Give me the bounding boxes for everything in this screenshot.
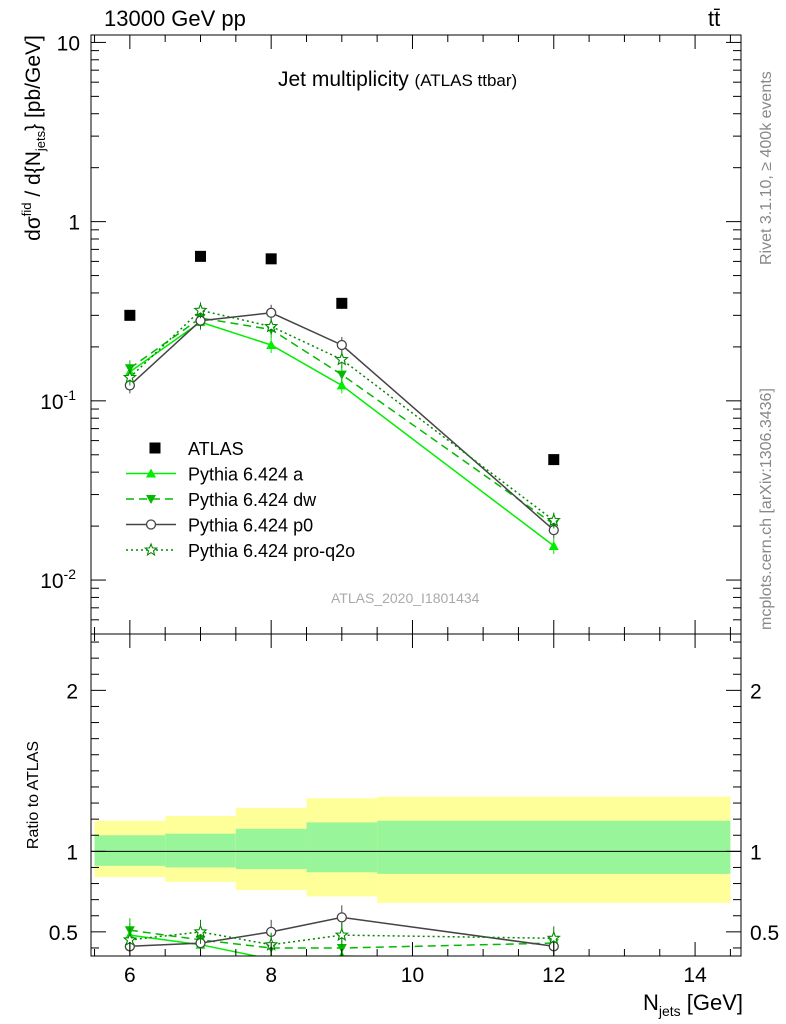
chart-title-main: Jet multiplicity	[278, 68, 409, 91]
ratio-y-axis-title: Ratio to ATLAS	[25, 741, 42, 849]
ratio-point-pythia-6-424-pro-q2o	[334, 927, 349, 942]
ratio-y-tick-label-right: 0.5	[750, 922, 779, 945]
ratio-point-pythia-6-424-pro-q2o	[546, 930, 561, 945]
rivet-label: Rivet 3.1.10, ≥ 400k events	[758, 71, 775, 265]
legend-label-pythia-6-424-pro-q2o: Pythia 6.424 pro-q2o	[188, 541, 355, 561]
legend-label-pythia-6-424-p0: Pythia 6.424 p0	[188, 516, 313, 536]
ratio-bands	[94, 796, 731, 903]
legend-label-atlas: ATLAS	[188, 439, 244, 459]
legend-marker-pythia-6-424-p0	[145, 519, 157, 530]
process-label: tt̄	[708, 6, 721, 31]
x-tick-label: 8	[265, 964, 277, 987]
data-point-atlas	[336, 297, 348, 309]
point-pythia-6-424-pro-q2o	[334, 351, 349, 366]
ratio-y-tick-label-right: 1	[750, 841, 762, 864]
point-pythia-6-424-a	[336, 380, 347, 390]
data-point-atlas	[195, 250, 207, 262]
point-pythia-6-424-pro-q2o	[193, 302, 208, 317]
y-tick-label: 10-2	[40, 566, 76, 593]
point-pythia-6-424-p0	[266, 307, 277, 318]
ratio-y-tick-label-right: 2	[750, 680, 762, 703]
y-axis-title: dσfid / d{Njets} [pb/GeV]	[19, 35, 48, 241]
chart-title: Jet multiplicity (ATLAS ttbar)	[278, 68, 517, 92]
ratio-y-tick-label: 1	[66, 841, 78, 864]
band-inner-4	[377, 820, 731, 874]
ratio-line-pythia-6-424-a	[129, 934, 392, 956]
ratio-series	[122, 905, 561, 956]
x-tick-label: 6	[124, 964, 136, 987]
data-point-atlas	[265, 253, 277, 265]
band-inner-2	[235, 828, 307, 870]
legend-marker-pythia-6-424-a	[146, 468, 156, 478]
band-inner-1	[165, 833, 236, 868]
band-inner-0	[94, 835, 166, 866]
point-pythia-6-424-dw	[336, 370, 347, 380]
legend-marker-pythia-6-424-dw	[146, 495, 156, 504]
x-tick-label: 14	[683, 964, 707, 987]
point-pythia-6-424-p0	[336, 339, 347, 351]
data-point-atlas	[548, 454, 560, 466]
x-axis-title: Njets [GeV]	[643, 990, 743, 1019]
legend-label-pythia-6-424-dw: Pythia 6.424 dw	[188, 490, 317, 510]
band-inner-3	[306, 822, 378, 873]
ratio-frame	[90, 633, 742, 957]
chart-title-sub: (ATLAS ttbar)	[414, 71, 518, 90]
point-pythia-6-424-a	[548, 540, 559, 550]
ratio-point-pythia-6-424-p0	[336, 912, 347, 923]
ratio-y-tick-label: 2	[66, 680, 78, 703]
ratio-point-pythia-6-424-pro-q2o	[193, 924, 208, 938]
y-tick-label: 10	[57, 32, 80, 55]
legend-marker-atlas	[149, 442, 161, 454]
watermark: ATLAS_2020_I1801434	[331, 590, 480, 606]
source-label: mcplots.cern.ch [arXiv:1306.3436]	[758, 388, 775, 630]
ratio-y-tick-label: 0.5	[49, 922, 78, 945]
x-tick-label: 10	[401, 964, 424, 987]
legend-marker-pythia-6-424-pro-q2o	[143, 542, 159, 557]
y-tick-label: 1	[68, 212, 80, 235]
y-tick-label: 10-1	[40, 387, 76, 414]
energy-label: 13000 GeV pp	[104, 6, 246, 31]
point-pythia-6-424-pro-q2o	[122, 370, 138, 384]
point-pythia-6-424-a	[266, 339, 277, 349]
point-pythia-6-424-pro-q2o	[264, 319, 279, 333]
main-series	[122, 250, 561, 554]
point-pythia-6-424-dw	[124, 364, 135, 374]
point-pythia-6-424-pro-q2o	[546, 513, 561, 527]
data-point-atlas	[124, 309, 136, 321]
x-tick-label: 12	[542, 964, 565, 987]
legend-label-pythia-6-424-a: Pythia 6.424 a	[188, 465, 304, 485]
ratio-point-pythia-6-424-dw	[336, 943, 347, 953]
